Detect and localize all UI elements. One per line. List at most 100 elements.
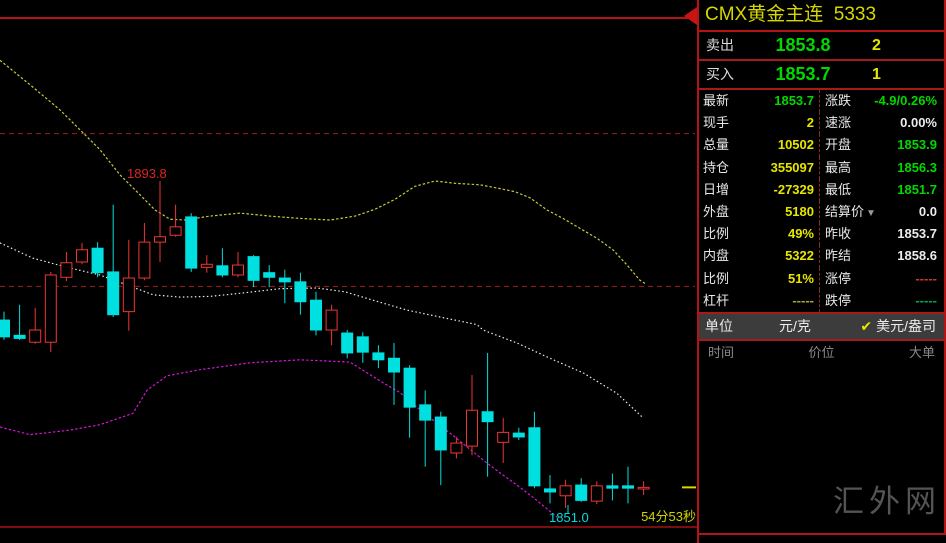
candle-body xyxy=(247,256,260,281)
candle-body xyxy=(528,427,541,487)
candle-body xyxy=(13,334,26,339)
tape-col-time: 时间 xyxy=(708,345,735,360)
quote-field-label: 持仓 xyxy=(703,159,730,175)
candle-body xyxy=(622,485,634,489)
quote-field-value: 1851.7 xyxy=(897,181,937,197)
quote-field-label: 杠杆 xyxy=(703,292,730,308)
candle-body xyxy=(29,329,42,343)
quote-panel: CMX黄金主连 5333 卖出 1853.8 2 买入 1853.7 1 最新 1… xyxy=(684,0,946,543)
quote-field-label: 涨停 xyxy=(825,270,852,286)
quote-cell: 外盘 5180 xyxy=(699,201,819,223)
candle-body xyxy=(91,247,104,274)
candle-body xyxy=(60,262,73,278)
candle-body xyxy=(481,411,494,423)
candle-body xyxy=(0,319,10,338)
candle-body xyxy=(44,274,57,343)
candle-body xyxy=(169,226,182,236)
quote-cell: 持仓 355097 xyxy=(699,157,819,179)
quote-row: 内盘 5322 昨结 1858.6 xyxy=(699,245,944,268)
unit-switch-row[interactable]: 单位 元/克 ✔ 美元/盎司 xyxy=(699,314,944,341)
quote-field-label: 速涨 xyxy=(825,115,852,131)
quote-field-label: 结算价 ▼ xyxy=(825,203,876,219)
candle-body xyxy=(434,416,447,451)
quote-field-value: ----- xyxy=(915,292,937,308)
candle-body xyxy=(559,485,572,497)
kline-chart[interactable]: 1893.8 1851.0 54分53秒 xyxy=(0,0,697,543)
quote-field-value: 355097 xyxy=(770,159,814,175)
quote-cell: 结算价 ▼ 0.0 xyxy=(819,200,944,224)
candle-body xyxy=(310,299,322,331)
candle-body xyxy=(388,357,400,373)
quote-field-value: 5180 xyxy=(785,203,814,219)
candle-body xyxy=(575,484,588,501)
quote-field-value: 1853.9 xyxy=(897,137,937,153)
candle-body xyxy=(138,241,151,279)
quote-field-value: 10502 xyxy=(777,137,814,153)
candle-body xyxy=(200,263,213,268)
quote-field-label: 昨结 xyxy=(825,248,852,264)
quote-field-label: 涨跌 xyxy=(825,93,852,108)
quote-cell: 涨跌 -4.9/0.26% xyxy=(819,90,944,113)
quote-field-value: 0.00% xyxy=(900,115,937,131)
unit-option-cny[interactable]: 元/克 xyxy=(779,318,811,334)
quote-row: 日增 -27329 最低 1851.7 xyxy=(699,178,944,201)
quote-field-value: ----- xyxy=(792,292,814,308)
candle-body xyxy=(544,488,556,493)
quote-field-label: 内盘 xyxy=(703,248,730,264)
quote-cell: 现手 2 xyxy=(699,112,819,134)
instrument-title[interactable]: CMX黄金主连 5333 xyxy=(699,0,944,32)
candle-body xyxy=(341,332,354,354)
quote-cell: 最高 1856.3 xyxy=(819,156,944,179)
quote-field-value: -27329 xyxy=(773,181,814,197)
unit-option-usd[interactable]: 美元/盎司 xyxy=(876,318,936,334)
quote-cell: 日增 -27329 xyxy=(699,179,819,201)
candle-body xyxy=(419,404,432,421)
tape-col-price: 价位 xyxy=(808,345,835,360)
quote-row: 杠杆 ----- 跌停 ----- xyxy=(699,289,944,312)
bollinger-lower-band xyxy=(0,359,558,518)
candle-body xyxy=(590,485,603,502)
quote-field-value: 1853.7 xyxy=(897,226,937,242)
candle-body xyxy=(232,264,244,276)
candle-body xyxy=(606,485,619,489)
tape-col-size: 大单 xyxy=(908,345,935,360)
quote-field-value: 1853.7 xyxy=(774,93,814,108)
quote-cell: 涨停 ----- xyxy=(819,267,944,290)
candle-body xyxy=(637,486,650,490)
quote-cell: 开盘 1853.9 xyxy=(819,134,944,157)
quote-cell: 跌停 ----- xyxy=(819,289,944,312)
candle-body xyxy=(263,272,276,278)
corner-flag-icon xyxy=(684,7,697,25)
bid-price: 1853.7 xyxy=(775,64,831,84)
quote-field-value: -4.9/0.26% xyxy=(874,93,937,108)
ask-label: 卖出 xyxy=(706,37,734,53)
quote-field-label: 最低 xyxy=(825,181,852,197)
quote-cell: 总量 10502 xyxy=(699,134,819,156)
ask-row[interactable]: 卖出 1853.8 2 xyxy=(699,32,944,61)
quote-field-label: 现手 xyxy=(703,115,730,131)
candle-body xyxy=(185,216,198,269)
bid-row[interactable]: 买入 1853.7 1 xyxy=(699,61,944,90)
quote-row: 比例 49% 昨收 1853.7 xyxy=(699,223,944,246)
quote-cell: 比例 51% xyxy=(699,268,819,290)
quote-field-value: ----- xyxy=(915,270,937,286)
tape-header: 时间 价位 大单 xyxy=(699,341,944,365)
candle-body xyxy=(466,409,478,447)
quote-row: 现手 2 速涨 0.00% xyxy=(699,112,944,135)
bollinger-upper-band xyxy=(0,59,646,284)
quote-cell: 速涨 0.00% xyxy=(819,112,944,135)
quote-field-value: 0.0 xyxy=(918,203,937,219)
quote-row: 最新 1853.7 涨跌 -4.9/0.26% xyxy=(699,90,944,113)
candle-body xyxy=(216,265,229,276)
quote-row: 外盘 5180 结算价 ▼ 0.0 xyxy=(699,200,944,224)
quote-field-label: 外盘 xyxy=(703,203,730,219)
candle-body xyxy=(372,352,385,361)
caret-down-icon[interactable]: ▼ xyxy=(866,207,876,219)
candle-body xyxy=(356,336,369,353)
ask-price: 1853.8 xyxy=(775,35,831,55)
bollinger-middle-band xyxy=(0,242,644,419)
high-label: 1893.8 xyxy=(127,166,167,181)
quote-cell: 最低 1851.7 xyxy=(819,178,944,201)
watermark: 汇外网 xyxy=(833,484,941,519)
quote-field-label: 总量 xyxy=(703,137,730,153)
